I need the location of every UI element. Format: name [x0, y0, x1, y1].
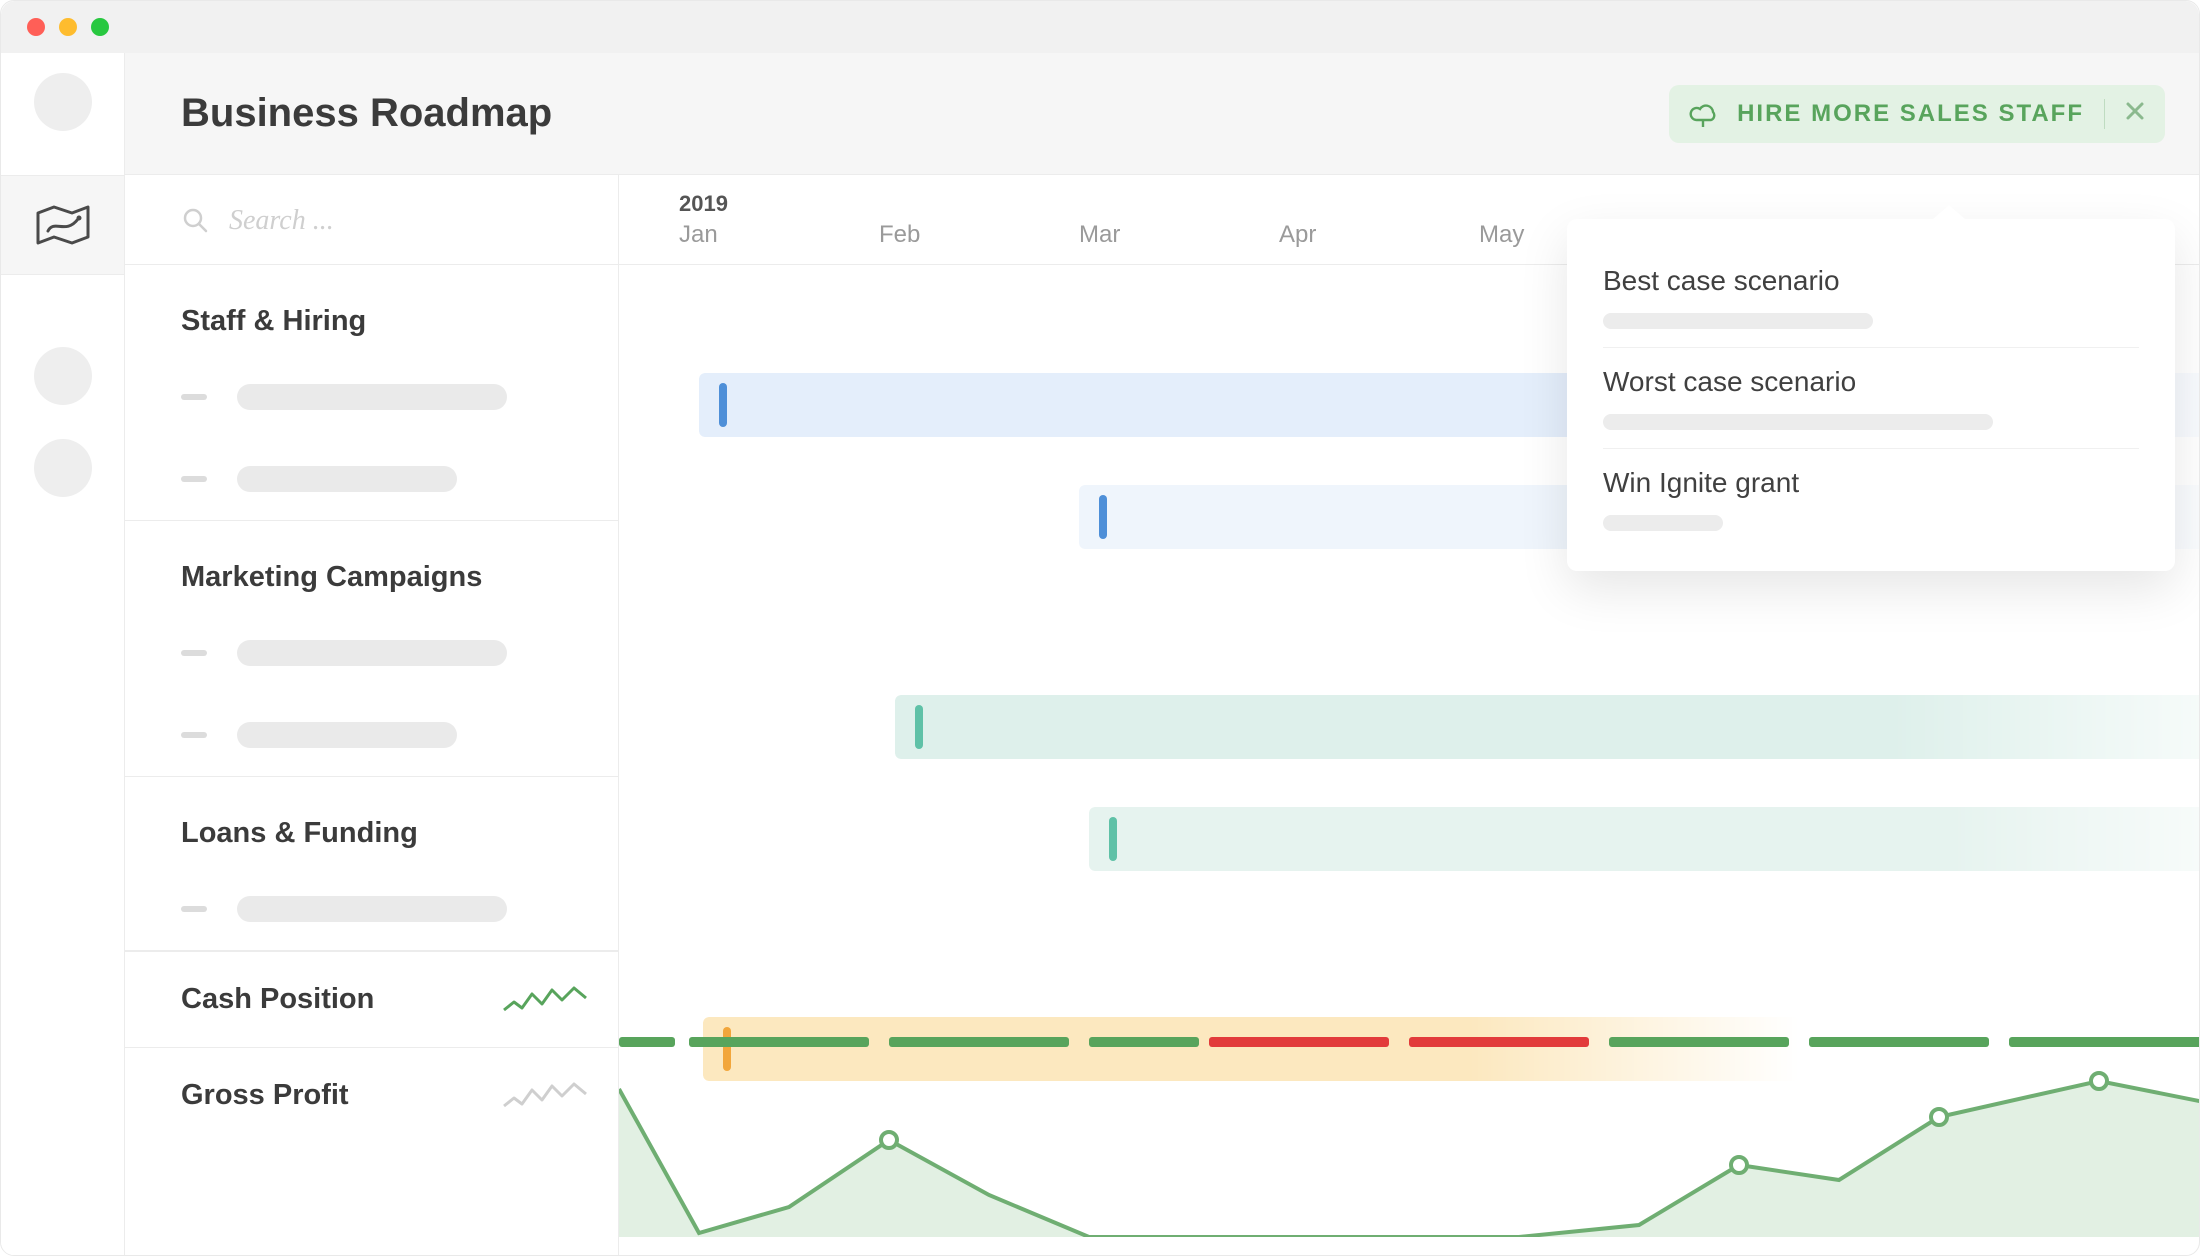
metric-label: Gross Profit — [181, 1079, 349, 1112]
gantt-bar[interactable] — [1089, 807, 2199, 871]
group-title: Staff & Hiring — [181, 305, 618, 338]
drag-handle-icon[interactable] — [181, 394, 207, 400]
metric-row[interactable]: Cash Position — [125, 951, 618, 1047]
popover-item-label: Win Ignite grant — [1603, 467, 2139, 499]
item-label-placeholder — [237, 722, 457, 748]
group-title: Marketing Campaigns — [181, 561, 618, 594]
timeline[interactable]: 2019 JanFebMarAprMayJunJulAug Best case … — [619, 175, 2199, 1255]
drag-handle-icon[interactable] — [181, 650, 207, 656]
popover-item-label: Best case scenario — [1603, 265, 2139, 297]
search-input[interactable] — [229, 204, 529, 236]
button-separator — [2104, 99, 2105, 129]
popover-item-bar — [1603, 313, 1873, 329]
list-column: Staff & Hiring Marketing Campaigns Loans &… — [125, 175, 619, 1255]
popover-item[interactable]: Best case scenario — [1603, 247, 2139, 347]
year-label: 2019 — [679, 191, 728, 217]
avatar[interactable] — [34, 73, 92, 131]
roadmap-icon — [36, 203, 90, 247]
cloud-icon — [1689, 100, 1717, 128]
close-icon[interactable] — [2125, 100, 2145, 128]
list-item[interactable] — [125, 356, 618, 438]
drag-handle-icon[interactable] — [181, 906, 207, 912]
item-label-placeholder — [237, 640, 507, 666]
minimize-window-icon[interactable] — [59, 18, 77, 36]
popover-item-bar — [1603, 414, 1993, 430]
metric-row[interactable]: Gross Profit — [125, 1047, 618, 1143]
month-label: Mar — [1079, 221, 1120, 249]
month-label: Apr — [1279, 221, 1316, 249]
area-chart — [619, 1045, 2199, 1237]
drag-handle-icon[interactable] — [181, 732, 207, 738]
item-label-placeholder — [237, 384, 507, 410]
main: Business Roadmap HIRE MORE SALES STAFF — [125, 53, 2199, 1255]
search-icon — [181, 206, 209, 234]
metric-label: Cash Position — [181, 983, 374, 1016]
group-title: Loans & Funding — [181, 817, 618, 850]
list-item[interactable] — [125, 868, 618, 950]
page-title: Business Roadmap — [181, 91, 552, 136]
group-header: Loans & Funding — [125, 777, 618, 868]
month-label: Feb — [879, 221, 920, 249]
hire-more-staff-button[interactable]: HIRE MORE SALES STAFF — [1669, 85, 2165, 143]
content: Business Roadmap HIRE MORE SALES STAFF — [1, 53, 2199, 1255]
list-item[interactable] — [125, 694, 618, 776]
list-item[interactable] — [125, 438, 618, 520]
group-header: Staff & Hiring — [125, 265, 618, 356]
bar-start-marker — [719, 383, 727, 427]
list-item[interactable] — [125, 612, 618, 694]
nav-placeholder-1[interactable] — [34, 347, 92, 405]
item-label-placeholder — [237, 896, 507, 922]
popover-item-bar — [1603, 515, 1723, 531]
nav-placeholder-2[interactable] — [34, 439, 92, 497]
month-label: May — [1479, 221, 1524, 249]
nav-rail — [1, 53, 125, 1255]
scenarios-popover[interactable]: Best case scenario Worst case scenario Win… — [1567, 219, 2175, 571]
sparkline-icon — [502, 1076, 588, 1116]
nav-roadmap[interactable] — [1, 175, 124, 275]
month-label: Jan — [679, 221, 718, 249]
sparkline-icon — [502, 980, 588, 1020]
body: Staff & Hiring Marketing Campaigns Loans &… — [125, 175, 2199, 1255]
drag-handle-icon[interactable] — [181, 476, 207, 482]
titlebar — [1, 1, 2199, 53]
maximize-window-icon[interactable] — [91, 18, 109, 36]
bar-start-marker — [1109, 817, 1117, 861]
page-header: Business Roadmap HIRE MORE SALES STAFF — [125, 53, 2199, 175]
bar-start-marker — [915, 705, 923, 749]
item-label-placeholder — [237, 466, 457, 492]
close-window-icon[interactable] — [27, 18, 45, 36]
search-row — [125, 175, 618, 265]
popover-item-label: Worst case scenario — [1603, 366, 2139, 398]
group-header: Marketing Campaigns — [125, 521, 618, 612]
popover-item[interactable]: Worst case scenario — [1603, 347, 2139, 448]
popover-item[interactable]: Win Ignite grant — [1603, 448, 2139, 549]
app-window: Business Roadmap HIRE MORE SALES STAFF — [0, 0, 2200, 1256]
gantt-bar[interactable] — [895, 695, 2199, 759]
window-controls — [27, 18, 109, 36]
hire-button-label: HIRE MORE SALES STAFF — [1737, 100, 2084, 128]
bar-start-marker — [1099, 495, 1107, 539]
